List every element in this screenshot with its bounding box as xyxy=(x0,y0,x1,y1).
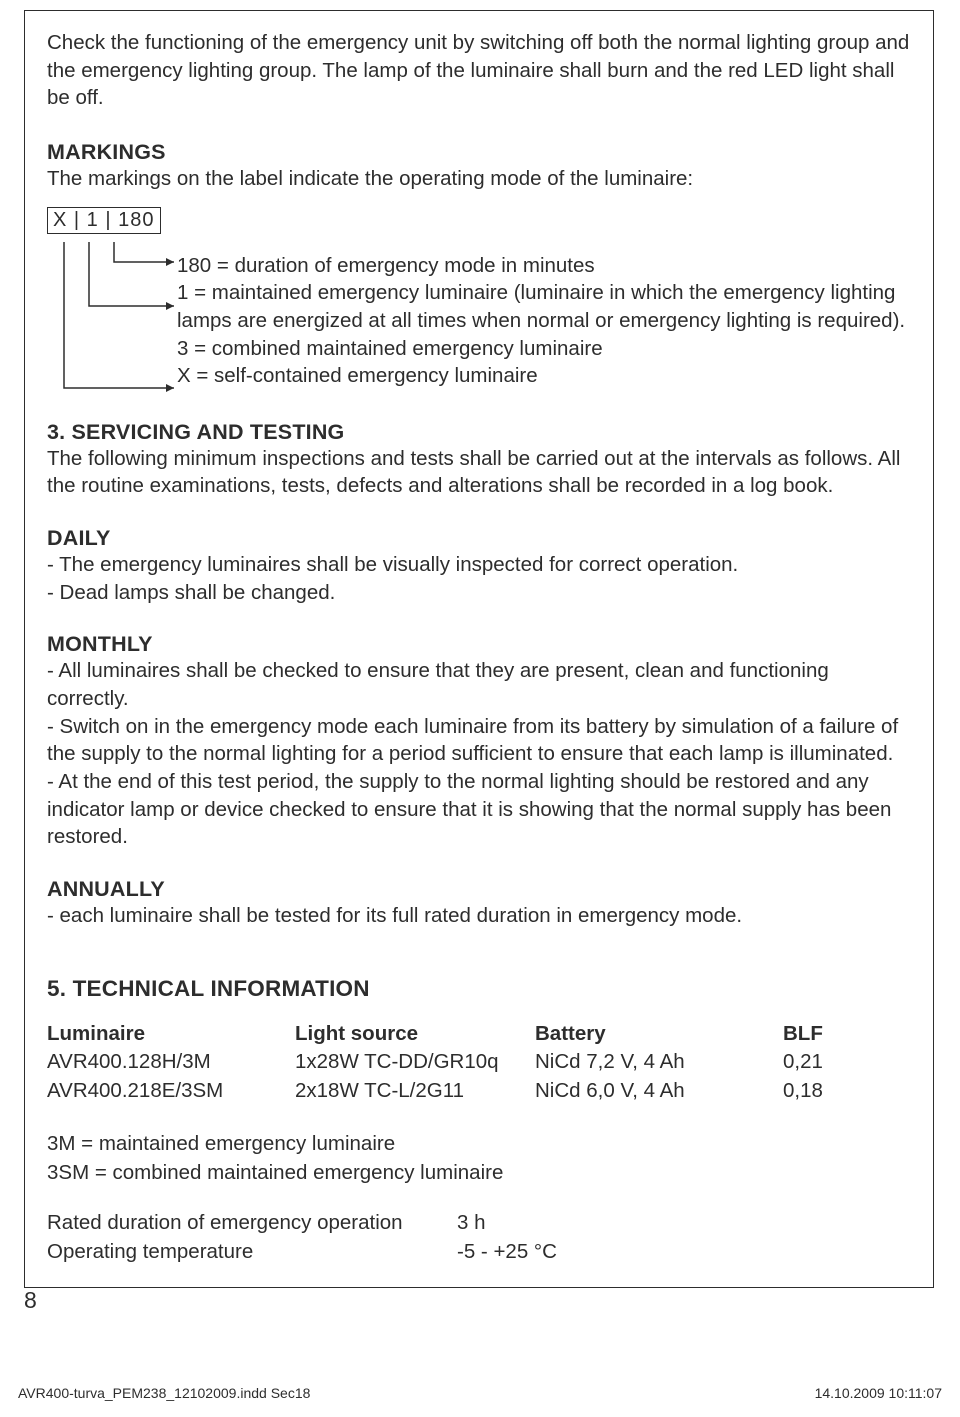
technical-heading: 5. TECHNICAL INFORMATION xyxy=(47,976,911,1002)
annually-item-1: - each luminaire shall be tested for its… xyxy=(47,902,911,930)
diagram-connector-lines xyxy=(47,242,177,398)
monthly-item-3: - At the end of this test period, the su… xyxy=(47,768,911,851)
note-3m: 3M = maintained emergency luminaire xyxy=(47,1130,911,1159)
table-header-row: Luminaire Light source Battery BLF xyxy=(47,1020,911,1049)
marking-code-box: X | 1 | 180 xyxy=(47,207,161,234)
monthly-heading: MONTHLY xyxy=(47,632,911,657)
page-footer: AVR400-turva_PEM238_12102009.indd Sec18 … xyxy=(18,1385,942,1401)
page-number: 8 xyxy=(24,1287,37,1314)
footer-timestamp: 14.10.2009 10:11:07 xyxy=(815,1385,942,1401)
annually-heading: ANNUALLY xyxy=(47,877,911,902)
rated-duration-row: Rated duration of emergency operation 3 … xyxy=(47,1209,911,1238)
monthly-item-2: - Switch on in the emergency mode each l… xyxy=(47,713,911,768)
cell-lightsource: 2x18W TC-L/2G11 xyxy=(295,1077,535,1106)
daily-list: - The emergency luminaires shall be visu… xyxy=(47,551,911,606)
rated-value: 3 h xyxy=(457,1209,486,1238)
servicing-heading: 3. SERVICING AND TESTING xyxy=(47,420,911,445)
temp-label: Operating temperature xyxy=(47,1238,457,1267)
marking-diagram: 180 = duration of emergency mode in minu… xyxy=(47,242,911,398)
cell-lightsource: 1x28W TC-DD/GR10q xyxy=(295,1048,535,1077)
th-blf: BLF xyxy=(783,1020,823,1049)
daily-heading: DAILY xyxy=(47,526,911,551)
desc-3: 3 = combined maintained emergency lumina… xyxy=(177,335,911,363)
table-row: AVR400.128H/3M 1x28W TC-DD/GR10q NiCd 7,… xyxy=(47,1048,911,1077)
annually-list: - each luminaire shall be tested for its… xyxy=(47,902,911,930)
desc-180: 180 = duration of emergency mode in minu… xyxy=(177,252,911,280)
temp-value: -5 - +25 °C xyxy=(457,1238,557,1267)
note-3sm: 3SM = combined maintained emergency lumi… xyxy=(47,1159,911,1188)
cell-battery: NiCd 6,0 V, 4 Ah xyxy=(535,1077,783,1106)
markings-heading: MARKINGS xyxy=(47,140,911,165)
footer-filename: AVR400-turva_PEM238_12102009.indd Sec18 xyxy=(18,1385,310,1401)
markings-subtext: The markings on the label indicate the o… xyxy=(47,165,911,193)
daily-item-2: - Dead lamps shall be changed. xyxy=(47,579,911,607)
marking-descriptions: 180 = duration of emergency mode in minu… xyxy=(177,242,911,398)
th-battery: Battery xyxy=(535,1020,783,1049)
cell-battery: NiCd 7,2 V, 4 Ah xyxy=(535,1048,783,1077)
intro-paragraph: Check the functioning of the emergency u… xyxy=(47,29,911,112)
desc-1: 1 = maintained emergency luminaire (lumi… xyxy=(177,279,911,334)
th-luminaire: Luminaire xyxy=(47,1020,295,1049)
servicing-paragraph: The following minimum inspections and te… xyxy=(47,445,911,500)
monthly-list: - All luminaires shall be checked to ens… xyxy=(47,657,911,851)
cell-blf: 0,21 xyxy=(783,1048,823,1077)
technical-table: Luminaire Light source Battery BLF AVR40… xyxy=(47,1020,911,1106)
cell-luminaire: AVR400.128H/3M xyxy=(47,1048,295,1077)
daily-item-1: - The emergency luminaires shall be visu… xyxy=(47,551,911,579)
operating-temp-row: Operating temperature -5 - +25 °C xyxy=(47,1238,911,1267)
cell-blf: 0,18 xyxy=(783,1077,823,1106)
th-lightsource: Light source xyxy=(295,1020,535,1049)
desc-x: X = self-contained emergency luminaire xyxy=(177,362,911,390)
rated-label: Rated duration of emergency operation xyxy=(47,1209,457,1238)
monthly-item-1: - All luminaires shall be checked to ens… xyxy=(47,657,911,712)
table-row: AVR400.218E/3SM 2x18W TC-L/2G11 NiCd 6,0… xyxy=(47,1077,911,1106)
page-content-frame: Check the functioning of the emergency u… xyxy=(24,10,934,1288)
notes-block: 3M = maintained emergency luminaire 3SM … xyxy=(47,1130,911,1187)
cell-luminaire: AVR400.218E/3SM xyxy=(47,1077,295,1106)
